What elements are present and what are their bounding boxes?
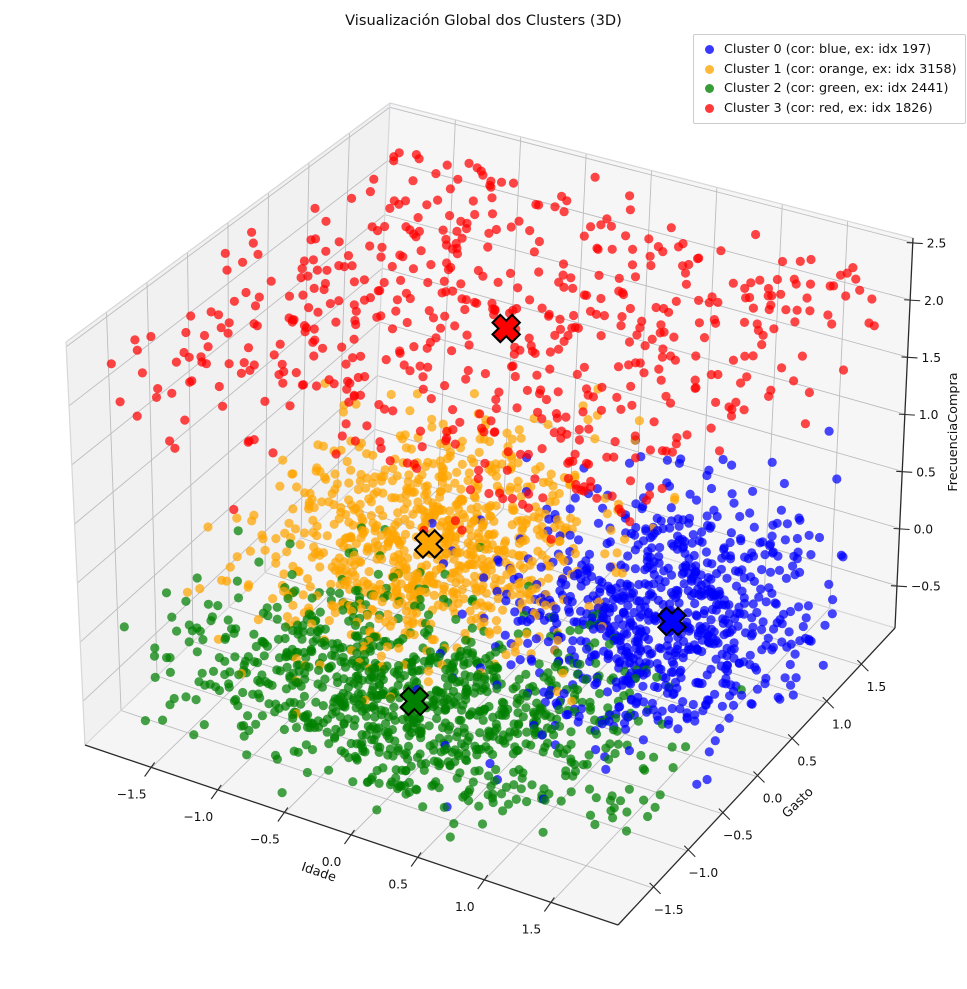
scatter-points-cluster-3 [106, 148, 879, 544]
z-tick-label: 0.5 [916, 465, 936, 479]
legend-marker-icon [705, 103, 714, 113]
legend-marker-icon [705, 84, 714, 94]
tick-labels: −1.5 −1.0 −0.5 0.0 0.5 1.0 1.5 −1.5 −1.0 −0.5 0.0 0… [117, 237, 947, 937]
centroid-marker-cluster-1 [413, 528, 444, 560]
z-tick-label: 2.0 [924, 294, 944, 308]
y-tick-label: 0.5 [797, 754, 817, 768]
y-tick-label: −1.5 [654, 903, 684, 917]
y-tick-label: −0.5 [723, 829, 753, 843]
x-tick-label: 1.0 [455, 900, 475, 914]
x-tick-label: 1.5 [522, 923, 542, 937]
centroid-marker-cluster-2 [399, 686, 430, 717]
plot-title: Visualización Global dos Clusters (3D) [345, 12, 622, 29]
centroid-marker-cluster-3 [491, 313, 522, 344]
y-tick-label: 0.0 [763, 792, 783, 806]
x-tick-label: −0.5 [250, 833, 280, 847]
legend-marker-icon [705, 45, 714, 55]
legend-item-label: Cluster 1 (cor: orange, ex: idx 3158) [724, 61, 957, 77]
legend-item-1: Cluster 1 (cor: orange, ex: idx 3158) [702, 60, 957, 80]
legend-marker-icon [705, 64, 714, 74]
x-tick-label: 0.5 [388, 878, 408, 892]
z-tick-label: 1.0 [919, 408, 939, 422]
z-axis-label: FrecuenciaCompra [946, 372, 961, 491]
legend-item-3: Cluster 3 (cor: red, ex: idx 1826) [702, 99, 957, 119]
y-tick-label: −1.0 [688, 866, 718, 880]
z-tick-label: 1.5 [922, 351, 942, 365]
legend-item-label: Cluster 2 (cor: green, ex: idx 2441) [724, 81, 949, 97]
z-tick-label: 0.0 [914, 522, 934, 536]
y-axis-label: Gasto [779, 785, 816, 822]
z-tick-label: 2.5 [927, 237, 947, 251]
centroid-marker-cluster-0 [656, 606, 688, 637]
legend-item-2: Cluster 2 (cor: green, ex: idx 2441) [702, 79, 957, 99]
y-tick-label: 1.5 [867, 680, 887, 694]
legend: Cluster 0 (cor: blue, ex: idx 197) Cluste… [693, 34, 966, 124]
x-tick-label: −1.0 [183, 810, 213, 824]
legend-item-label: Cluster 3 (cor: red, ex: idx 1826) [724, 100, 933, 116]
y-tick-label: 1.0 [832, 717, 852, 731]
legend-item-label: Cluster 0 (cor: blue, ex: idx 197) [724, 42, 932, 58]
scatter-points-floor-clusters [119, 378, 848, 842]
z-tick-label: −0.5 [911, 580, 941, 594]
x-tick-label: 0.0 [322, 855, 342, 869]
legend-item-0: Cluster 0 (cor: blue, ex: idx 197) [702, 40, 957, 60]
x-tick-label: −1.5 [117, 788, 147, 802]
axis-ticks [144, 242, 923, 912]
